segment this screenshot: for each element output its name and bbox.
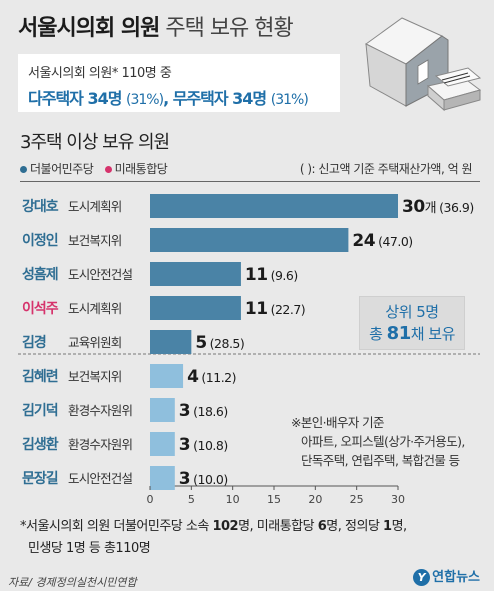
legend-dot-icon bbox=[104, 166, 112, 173]
bar bbox=[150, 432, 175, 456]
committee-label: 도시안전건설 bbox=[68, 471, 133, 486]
asset-label: (47.0) bbox=[378, 234, 413, 249]
value-label: 11 (9.6) bbox=[245, 265, 298, 285]
committee-label: 보건복지위 bbox=[68, 369, 122, 384]
x-tick-label: 0 bbox=[147, 493, 154, 506]
footnote: *서울시의회 의원 더불어민주당 소속 102명, 미래통합당 6명, 정의당 … bbox=[20, 516, 407, 560]
asset-label: (36.9) bbox=[439, 200, 474, 215]
x-tick-label: 5 bbox=[188, 493, 195, 506]
member-name: 김혜련 bbox=[22, 368, 58, 385]
legend: 더불어민주당 미래통합당 bbox=[20, 160, 175, 177]
x-tick-label: 15 bbox=[267, 493, 281, 506]
value-label: 4 (11.2) bbox=[187, 367, 236, 387]
value-label: 3 (10.0) bbox=[179, 469, 228, 489]
unit-label: 개 bbox=[425, 201, 436, 216]
top5-line1: 상위 5명 bbox=[385, 303, 439, 321]
asset-label: (10.0) bbox=[193, 472, 228, 487]
unit-note: ( ): 신고액 기준 주택재산가액, 억 원 bbox=[299, 162, 473, 176]
member-name: 성흠제 bbox=[22, 266, 58, 283]
legend-label: 미래통합당 bbox=[114, 162, 168, 176]
member-name: 강대호 bbox=[22, 198, 59, 215]
page-title: 서울시의회 의원 주택 보유 현황 bbox=[18, 10, 294, 42]
side-note-line: 단독주택, 연립주택, 복합건물 등 bbox=[301, 453, 460, 468]
asset-label: (28.5) bbox=[210, 336, 245, 351]
committee-label: 보건복지위 bbox=[68, 233, 122, 248]
asset-label: (18.6) bbox=[193, 404, 228, 419]
bar bbox=[150, 398, 175, 422]
value-label: 3 (18.6) bbox=[179, 401, 228, 421]
top5-note: 상위 5명 총 81채 보유 bbox=[359, 296, 465, 350]
asset-label: (9.6) bbox=[271, 268, 298, 283]
asset-label: (22.7) bbox=[271, 302, 306, 317]
title-light: 주택 보유 현황 bbox=[165, 16, 293, 41]
bar bbox=[150, 194, 398, 218]
logo-text: 연합뉴스 bbox=[432, 570, 480, 585]
committee-label: 환경수자원위 bbox=[68, 403, 132, 418]
member-name: 김경 bbox=[22, 334, 46, 351]
bar bbox=[150, 364, 184, 388]
house-illustration bbox=[365, 17, 482, 112]
legend-dot-icon bbox=[20, 166, 27, 173]
bar bbox=[150, 330, 192, 354]
member-name: 문장길 bbox=[22, 470, 58, 487]
summary-box: 서울시의회 의원* 110명 중 다주택자 34명 (31%), 무주택자 34… bbox=[18, 54, 340, 112]
top5-line2: 총 81채 보유 bbox=[369, 323, 455, 344]
value-label: 3 (10.8) bbox=[179, 435, 228, 455]
no-house-pct: (31%) bbox=[270, 92, 309, 108]
footnote-line2: 민생당 1명 등 총110명 bbox=[28, 541, 151, 556]
value-label: 5 (28.5) bbox=[195, 333, 244, 353]
side-note-line: ※본인·배우자 기준 bbox=[291, 415, 385, 430]
divider bbox=[20, 181, 480, 182]
x-tick-label: 30 bbox=[391, 493, 405, 506]
x-tick-label: 10 bbox=[226, 493, 240, 506]
member-name: 김생환 bbox=[22, 436, 59, 453]
committee-label: 도시계획위 bbox=[68, 301, 122, 316]
asset-label: (10.8) bbox=[193, 438, 228, 453]
summary-sep: , bbox=[163, 89, 173, 108]
yonhap-logo: Y 연합뉴스 bbox=[413, 566, 480, 586]
summary-line2: 다주택자 34명 (31%), 무주택자 34명 (31%) bbox=[28, 85, 309, 109]
committee-label: 도시안전건설 bbox=[68, 267, 133, 282]
legend-item-united: 미래통합당 bbox=[104, 162, 168, 176]
side-note: ※본인·배우자 기준 아파트, 오피스텔(상가·주거용도), 단독주택, 연립주… bbox=[291, 413, 465, 470]
bar bbox=[150, 466, 175, 490]
value-label: 30개 (36.9) bbox=[402, 197, 474, 217]
title-bold: 서울시의회 의원 bbox=[18, 16, 160, 41]
x-tick-label: 25 bbox=[350, 493, 364, 506]
legend-item-democratic: 더불어민주당 bbox=[20, 162, 94, 176]
side-note-line: 아파트, 오피스텔(상가·주거용도), bbox=[301, 434, 465, 449]
summary-line1: 서울시의회 의원* 110명 중 bbox=[28, 66, 172, 81]
bar-chart: 강대호 도시계획위 30개 (36.9)이정인 보건복지위 24 (47.0)성흠제 도시안전… bbox=[18, 194, 480, 506]
value-label: 11 (22.7) bbox=[245, 299, 305, 319]
footnote-line1: *서울시의회 의원 더불어민주당 소속 102명, 미래통합당 6명, 정의당 … bbox=[20, 519, 407, 534]
no-house-label: 무주택자 34명 bbox=[172, 89, 267, 108]
legend-label: 더불어민주당 bbox=[30, 162, 94, 176]
member-name: 이정인 bbox=[22, 232, 58, 249]
bar bbox=[150, 262, 241, 286]
value-label: 24 (47.0) bbox=[352, 231, 412, 251]
x-tick-label: 20 bbox=[308, 493, 322, 506]
chart-subtitle: 3주택 이상 보유 의원 bbox=[20, 132, 170, 153]
bar bbox=[150, 296, 241, 320]
asset-label: (11.2) bbox=[201, 370, 236, 385]
member-name: 이석주 bbox=[22, 300, 59, 317]
committee-label: 도시계획위 bbox=[68, 199, 122, 214]
source: 자료/ 경제정의실천시민연합 bbox=[8, 576, 137, 589]
multi-owner-label: 다주택자 34명 bbox=[28, 89, 122, 108]
committee-label: 교육위원회 bbox=[68, 335, 122, 350]
multi-owner-pct: (31%) bbox=[126, 92, 164, 108]
committee-label: 환경수자원위 bbox=[68, 437, 132, 452]
member-name: 김기덕 bbox=[22, 402, 58, 419]
logo-icon: Y bbox=[413, 569, 431, 586]
bar bbox=[150, 228, 349, 252]
